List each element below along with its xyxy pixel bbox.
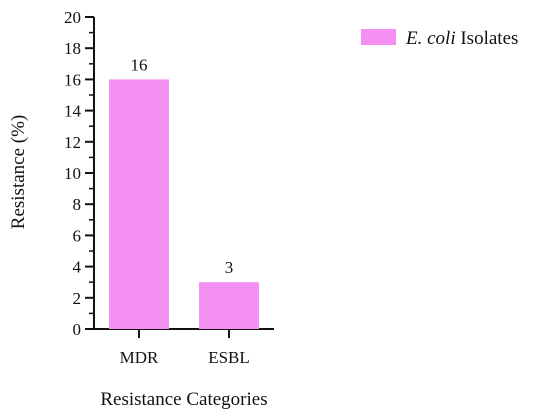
y-axis-title: Resistance (%) [8,115,29,229]
x-tick-label: MDR [120,348,159,367]
legend-label-italic: E. coli [405,28,456,49]
x-axis-title: Resistance Categories [100,389,267,410]
y-tick-label: 0 [73,320,82,339]
y-tick-label: 14 [64,102,82,121]
y-tick-label: 20 [64,8,81,27]
legend-label-rest: Isolates [456,28,519,49]
bar-mdr [109,79,169,330]
legend-swatch [361,29,396,45]
bars [109,79,259,330]
bar-esbl [199,282,259,329]
y-axis: 0 2 4 6 8 10 12 14 16 18 20 [64,8,95,339]
y-tick-label: 8 [73,195,82,214]
data-labels: 16 3 [131,55,234,277]
y-tick-label: 4 [73,258,82,277]
y-tick-label: 16 [64,70,81,89]
legend: E. coli Isolates [361,28,518,49]
data-label: 16 [131,55,148,74]
y-tick-label: 12 [64,133,81,152]
y-tick-label: 10 [64,164,81,183]
y-tick-label: 2 [73,289,82,308]
data-label: 3 [225,258,234,277]
x-axis: MDR ESBL [93,328,274,367]
x-tick-label: ESBL [208,348,250,367]
legend-label: E. coli Isolates [405,28,518,49]
y-tick-label: 6 [73,226,82,245]
y-tick-label: 18 [64,39,81,58]
